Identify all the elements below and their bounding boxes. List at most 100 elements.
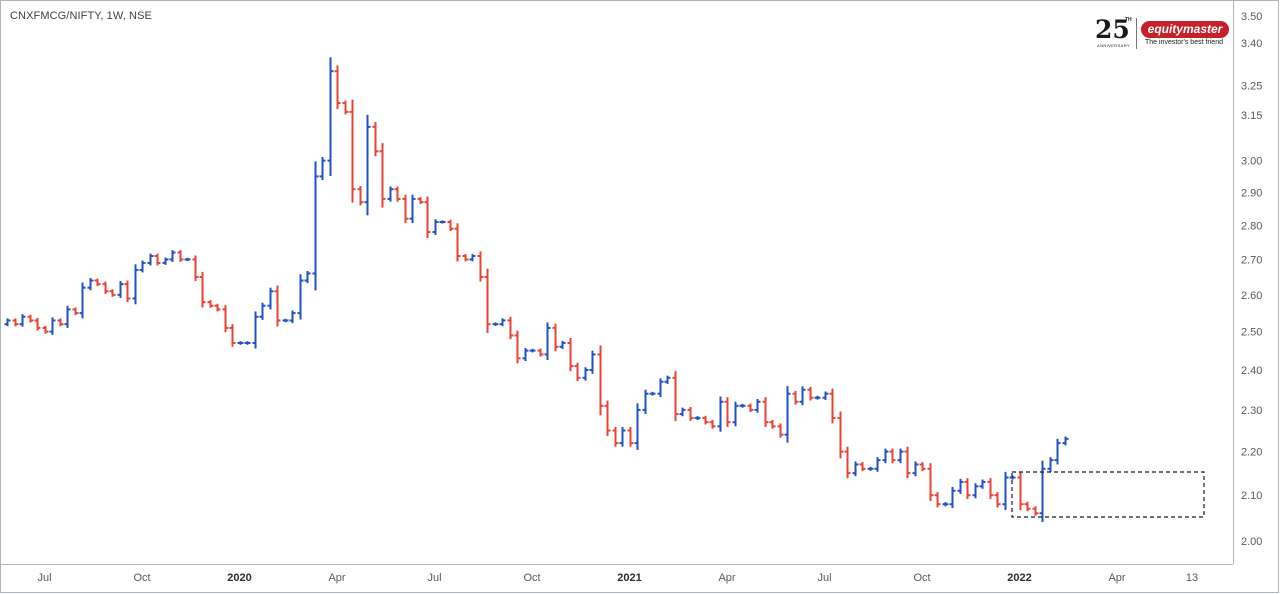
ohlc-bar (694, 416, 701, 421)
ohlc-bar (1054, 438, 1061, 465)
price-tick-label: 2.50 (1241, 327, 1262, 339)
time-tick-label: Apr (1108, 572, 1125, 584)
ohlc-bar (387, 186, 394, 202)
ohlc-bar (274, 285, 281, 327)
ohlc-bar (297, 274, 304, 320)
ohlc-bar (949, 486, 956, 509)
ohlc-bar (799, 386, 806, 406)
ohlc-bar (792, 390, 799, 405)
price-tick-label: 3.15 (1241, 110, 1262, 122)
ohlc-bar (409, 194, 416, 223)
ohlc-bar (634, 403, 641, 450)
ohlc-bar (769, 419, 776, 429)
ohlc-bar (379, 143, 386, 208)
price-tick-label: 2.90 (1241, 187, 1262, 199)
ohlc-bar (454, 223, 461, 262)
ohlc-bar (132, 264, 139, 305)
ohlc-bar (724, 397, 731, 427)
price-tick-label: 2.00 (1241, 536, 1262, 548)
highlight-box (1011, 471, 1205, 518)
ohlc-bar (859, 462, 866, 472)
ohlc-bar (544, 322, 551, 361)
ohlc-bar (462, 254, 469, 262)
price-tick-label: 2.20 (1241, 447, 1262, 459)
ohlc-bar (94, 278, 101, 287)
ohlc-bar (34, 317, 41, 331)
ohlc-bar (394, 186, 401, 202)
price-tick-label: 3.40 (1241, 38, 1262, 50)
ohlc-bar (604, 400, 611, 436)
ohlc-bar (1032, 506, 1039, 516)
time-tick-label: 2022 (1007, 572, 1031, 584)
ohlc-bar (552, 323, 559, 352)
time-tick-label: 13 (1186, 572, 1198, 584)
ohlc-bar (357, 185, 364, 206)
ohlc-bar (514, 330, 521, 364)
ohlc-bar (777, 423, 784, 438)
ohlc-bar (612, 426, 619, 447)
ohlc-bar (942, 502, 949, 507)
ohlc-bar (619, 426, 626, 447)
logo-divider (1136, 18, 1137, 49)
ohlc-bar (312, 161, 319, 291)
ohlc-bar (529, 348, 536, 353)
ohlc-bar (934, 492, 941, 508)
ohlc-bar (1062, 436, 1069, 446)
time-tick-label: Apr (718, 572, 735, 584)
price-tick-label: 2.30 (1241, 405, 1262, 417)
ohlc-bar (117, 281, 124, 298)
ohlc-bar (837, 411, 844, 459)
price-tick-label: 3.50 (1241, 11, 1262, 23)
ohlc-bar (267, 287, 274, 310)
ohlc-bar (402, 194, 409, 223)
ohlc-bar (304, 270, 311, 284)
ohlc-bar (72, 307, 79, 316)
price-tick-label: 2.40 (1241, 365, 1262, 377)
ohlc-bar (244, 341, 251, 345)
equitymaster-logo: 25 TH ANNIVERSARY equitymaster The inves… (1095, 17, 1229, 51)
ohlc-bar (289, 310, 296, 324)
ohlc-bar (49, 317, 56, 335)
ohlc-bar (664, 375, 671, 384)
ohlc-bar (897, 448, 904, 464)
ohlc-bar (162, 257, 169, 265)
ohlc-bar (739, 403, 746, 408)
ohlc-bar (1047, 457, 1054, 472)
ohlc-bar (334, 65, 341, 110)
ohlc-bar (319, 157, 326, 181)
ohlc-bar (492, 322, 499, 326)
time-axis[interactable]: Jul Oct 2020 Apr Jul Oct 2021 Apr Jul Oct 2022 Apr 1… (37, 572, 1198, 584)
ohlc-bar (177, 250, 184, 262)
ohlc-bar (979, 479, 986, 489)
ohlc-bar (889, 448, 896, 464)
ohlc-bar (679, 407, 686, 417)
ohlc-bar (124, 280, 131, 303)
ohlc-bar (169, 250, 176, 262)
price-tick-label: 2.10 (1241, 490, 1262, 502)
ohlc-bar (582, 367, 589, 381)
ohlc-bar (229, 324, 236, 347)
time-tick-label: 2021 (617, 572, 641, 584)
ohlc-bar (102, 281, 109, 294)
ohlc-bar (927, 463, 934, 502)
ohlc-bar (874, 457, 881, 472)
ohlc-bar (199, 271, 206, 308)
ohlc-bar (154, 253, 161, 266)
ohlc-bar (987, 478, 994, 500)
ohlc-bar (42, 325, 49, 334)
ohlc-bar (282, 318, 289, 323)
price-axis[interactable]: 3.50 3.40 3.25 3.15 3.00 2.90 2.80 2.70 2.60 2.50… (1241, 11, 1262, 548)
logo-anniversary-caption: ANNIVERSARY (1097, 43, 1131, 48)
ohlc-bar (762, 397, 769, 427)
ohlc-bar (372, 122, 379, 157)
time-tick-label: Oct (133, 572, 150, 584)
ohlc-bar (507, 316, 514, 340)
ohlc-bar (559, 340, 566, 349)
ohlc-bar (139, 260, 146, 273)
ohlc-bar (717, 396, 724, 432)
time-tick-label: Oct (913, 572, 930, 584)
ohlc-bar (754, 398, 761, 413)
price-tick-label: 2.70 (1241, 254, 1262, 266)
ohlc-bar (364, 114, 371, 216)
